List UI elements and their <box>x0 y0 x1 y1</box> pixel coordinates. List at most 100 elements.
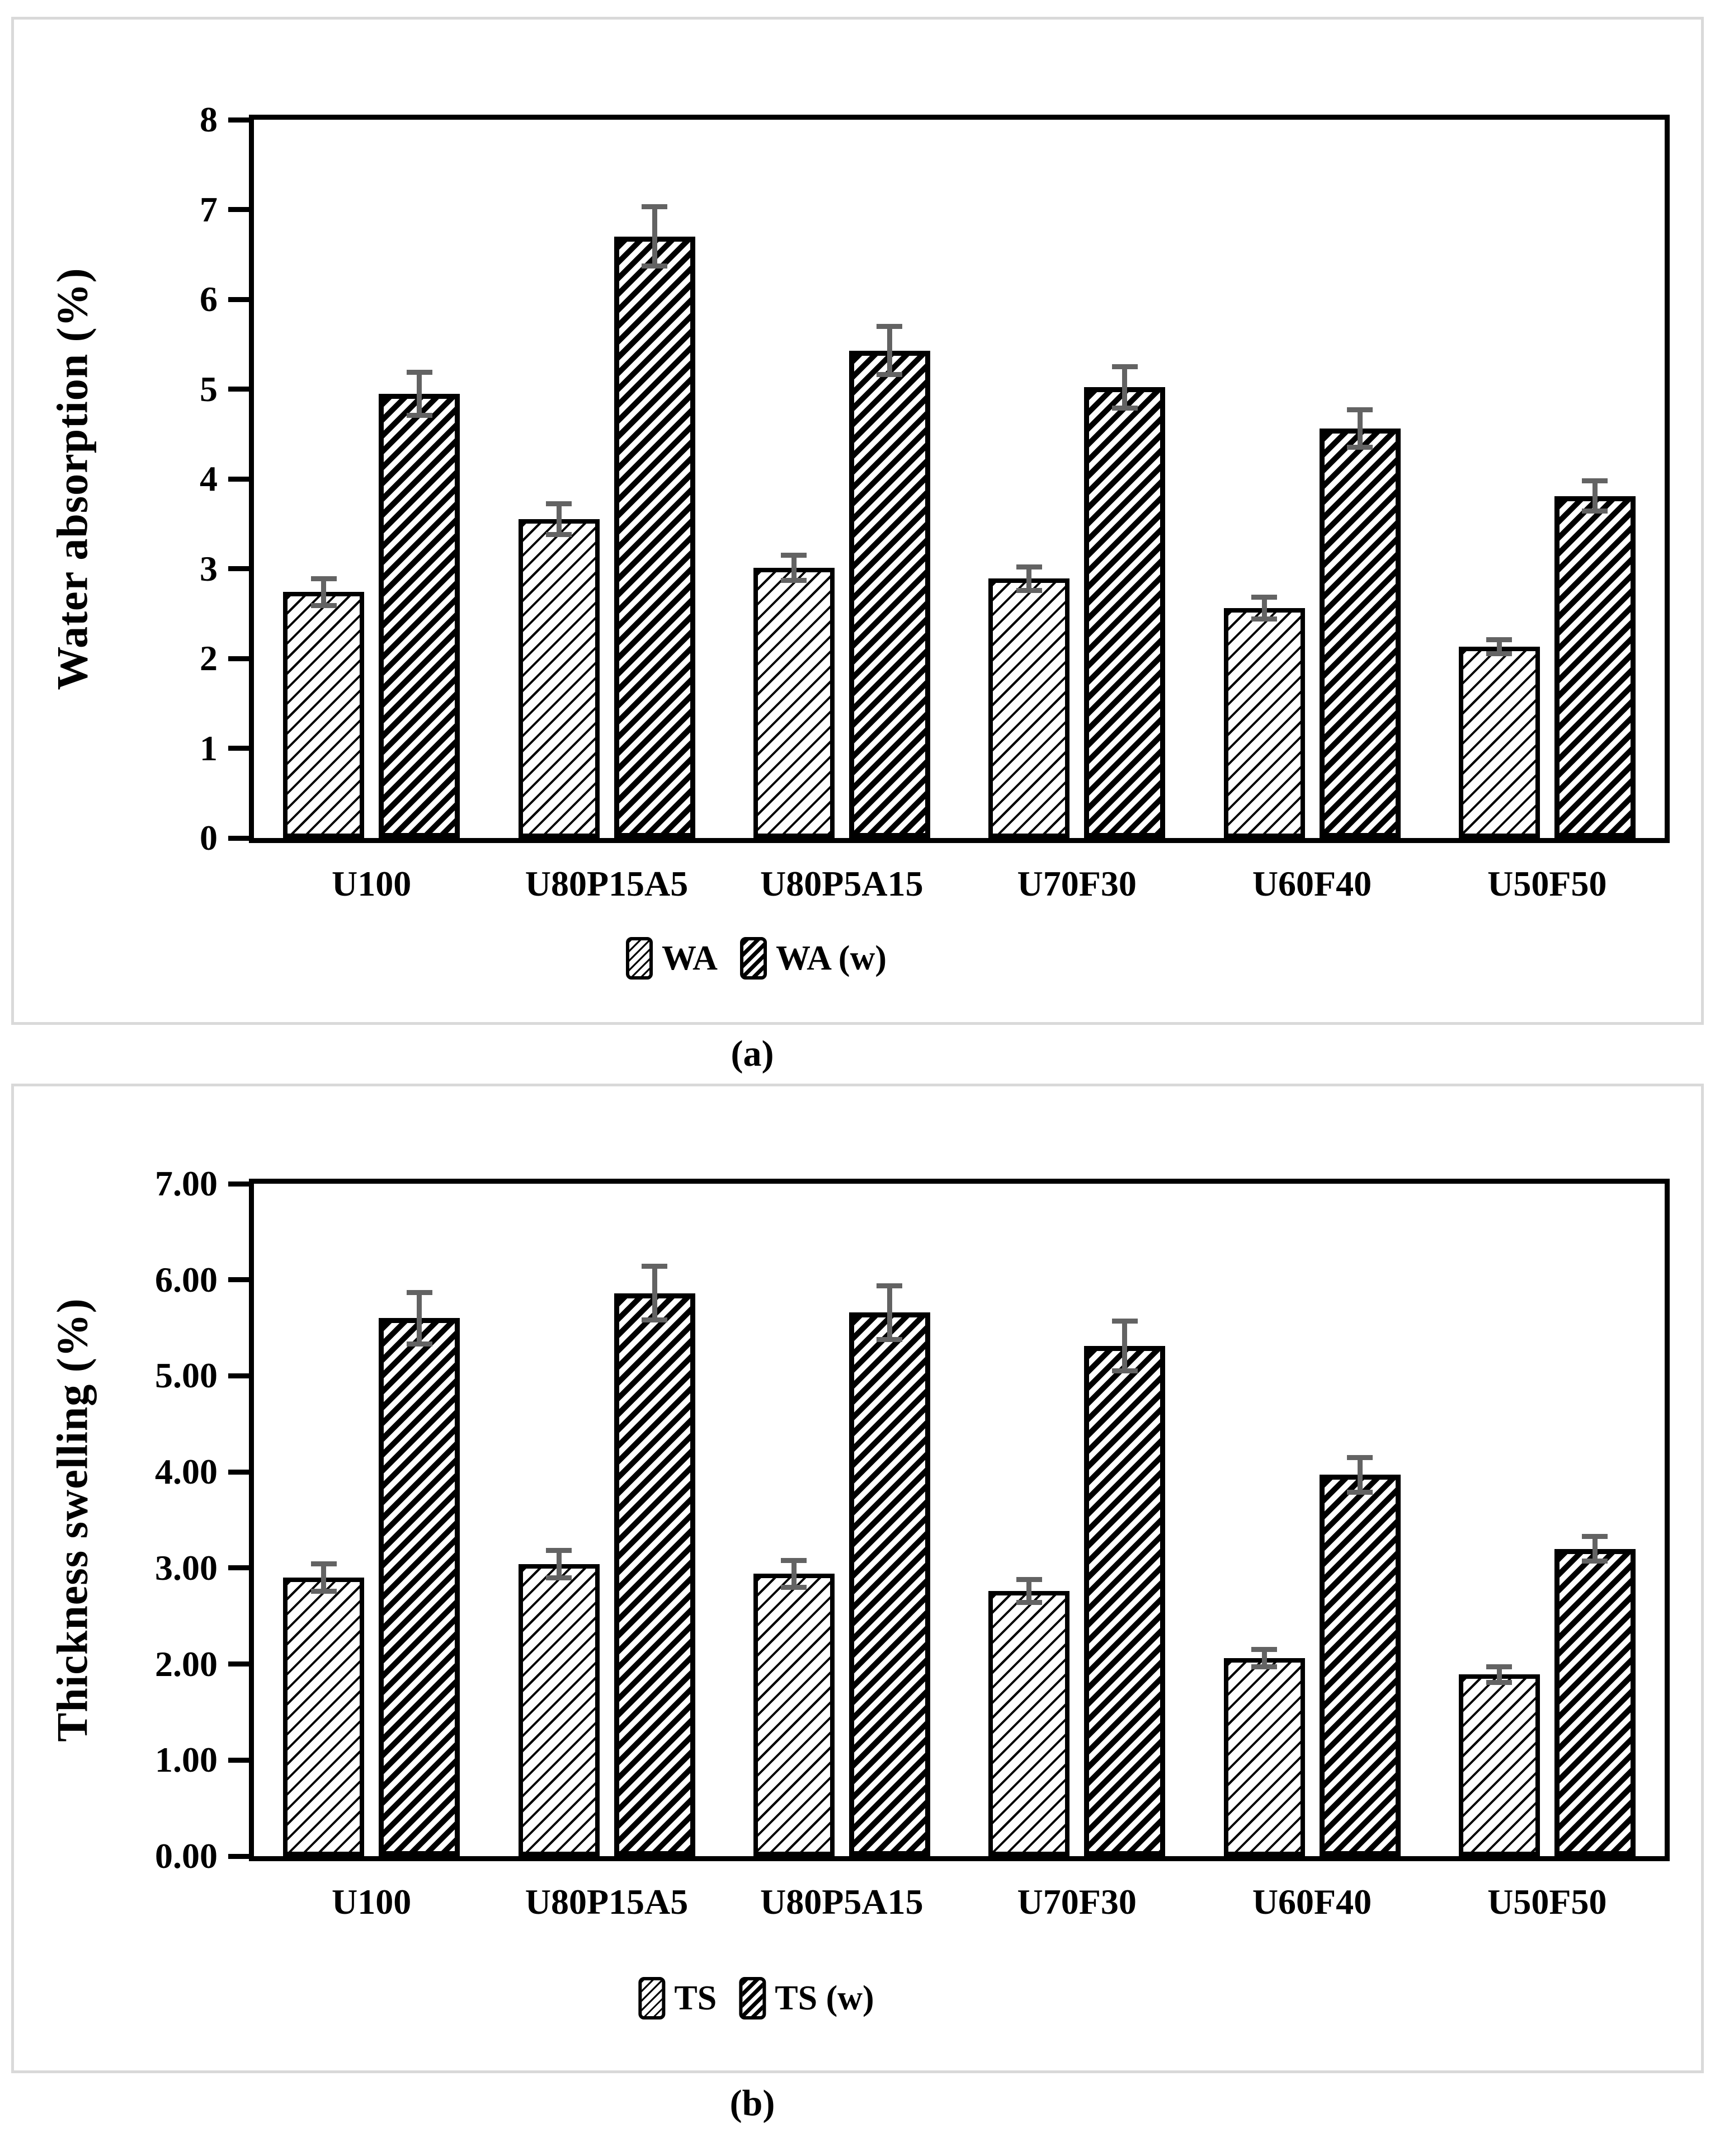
caption-b: (b) <box>729 2083 775 2124</box>
error-bar-cap <box>1582 509 1608 514</box>
error-bar <box>887 1286 892 1340</box>
x-axis-category-label: U100 <box>332 1882 412 1922</box>
x-axis-category-label: U80P5A15 <box>760 864 924 903</box>
error-bar <box>1357 409 1363 448</box>
error-bar <box>1592 481 1598 511</box>
error-bar-cap <box>1582 1533 1608 1539</box>
error-bar <box>321 1564 327 1592</box>
bar-wa-w-u70f30 <box>1084 387 1166 838</box>
error-bar-cap <box>310 576 337 581</box>
bar-wa-u50f50 <box>1458 647 1540 838</box>
error-bar-cap <box>1486 1679 1513 1685</box>
legend-item-ts: TS <box>638 1977 717 2020</box>
y-axis-tick <box>228 1181 249 1187</box>
error-bar-cap <box>1251 1664 1277 1670</box>
y-axis-tick-label: 4 <box>200 459 218 498</box>
bar-ts-u50f50 <box>1458 1674 1540 1856</box>
y-axis-tick <box>228 566 249 571</box>
error-bar-cap <box>1251 595 1277 600</box>
bar-ts-w-u50f50 <box>1554 1548 1636 1856</box>
x-axis-category-label: U50F50 <box>1487 1882 1607 1922</box>
error-bar-cap <box>877 1283 903 1288</box>
x-axis-category-label: U80P15A5 <box>525 864 689 903</box>
error-bar-cap <box>877 372 903 378</box>
plot-area-b: 0.00 1.00 2.00 3.00 4.00 5.00 6.00 7.00 U100 U80P… <box>155 1164 1670 1922</box>
legend-label-ts: TS <box>674 1979 717 2017</box>
error-bar-cap <box>1016 1576 1042 1582</box>
error-bar-cap <box>1016 587 1042 593</box>
y-axis-tick <box>228 1565 249 1571</box>
bar-wa-u80p15a5 <box>518 519 600 838</box>
error-bar-cap <box>1251 1647 1277 1653</box>
legend-label-ts-w: TS (w) <box>775 1979 874 2017</box>
plot-area-a: 0 1 2 3 4 5 6 7 8 U100 U80P15A5 U80P5A15 U70F30 U60F4… <box>200 100 1670 903</box>
y-axis-tick <box>228 296 249 302</box>
y-axis-tick-label: 3.00 <box>155 1547 218 1588</box>
error-bar-cap <box>1111 1368 1138 1374</box>
error-bar <box>1357 1457 1363 1493</box>
error-bar-cap <box>877 323 903 329</box>
legend-label-wa: WA <box>662 939 718 977</box>
y-axis-tick <box>228 746 249 751</box>
error-bar-cap <box>406 369 432 375</box>
y-axis-tick-label: 4.00 <box>155 1452 218 1492</box>
bar-ts-u70f30 <box>988 1591 1070 1856</box>
error-bar-cap <box>1251 616 1277 622</box>
x-axis-category-label: U80P5A15 <box>760 1882 924 1922</box>
error-bar <box>1026 567 1032 590</box>
bar-ts-u100 <box>283 1578 365 1856</box>
error-bar-cap <box>1347 445 1373 450</box>
x-axis-category-label: U60F40 <box>1252 864 1372 903</box>
y-axis-tick-label: 2 <box>200 638 218 678</box>
error-bar-cap <box>1582 478 1608 483</box>
error-bar <box>791 555 797 581</box>
error-bar-cap <box>1111 364 1138 369</box>
bar-wa-u80p5a15 <box>753 567 835 838</box>
x-axis-category-label: U50F50 <box>1487 864 1607 903</box>
y-axis-tick-label: 3 <box>200 548 218 589</box>
error-bar-cap <box>310 1561 337 1567</box>
legend-item-ts-w: TS (w) <box>739 1977 874 2020</box>
error-bar <box>791 1560 797 1588</box>
legend-swatch-ts-icon <box>638 1977 666 2020</box>
error-bar-cap <box>1486 651 1513 657</box>
y-axis-tick-label: 6 <box>200 279 218 319</box>
error-bar-cap <box>1347 1489 1373 1495</box>
error-bar-cap <box>781 577 807 583</box>
legend-swatch-ts-w-icon <box>739 1977 766 2020</box>
bar-wa-u60f40 <box>1223 608 1305 838</box>
y-axis-tick-label: 1.00 <box>155 1740 218 1780</box>
y-axis-tick-label: 6.00 <box>155 1259 218 1300</box>
legend-item-wa: WA <box>626 937 718 980</box>
error-bar-cap <box>781 1557 807 1563</box>
y-axis-tick <box>228 835 249 841</box>
y-axis-tick <box>228 387 249 392</box>
error-bar <box>1592 1536 1598 1561</box>
error-bar <box>1122 366 1128 408</box>
error-bar-cap <box>1486 1664 1513 1670</box>
bar-ts-w-u80p15a5 <box>614 1293 695 1856</box>
error-bar-cap <box>1016 564 1042 569</box>
error-bar <box>1496 639 1502 654</box>
error-bar-cap <box>642 1317 667 1323</box>
y-axis-tick-label: 0 <box>200 818 218 858</box>
error-bar-cap <box>642 1264 667 1269</box>
bar-wa-w-u80p15a5 <box>614 236 695 838</box>
x-axis-category-label: U60F40 <box>1252 1882 1372 1922</box>
bar-ts-w-u60f40 <box>1319 1475 1401 1856</box>
error-bar-cap <box>1347 1454 1373 1460</box>
error-bar <box>417 372 422 416</box>
bar-wa-u100 <box>283 592 365 838</box>
y-axis-tick <box>228 1277 249 1283</box>
legend-swatch-wa-icon <box>626 937 653 980</box>
error-bar <box>1026 1579 1032 1603</box>
y-axis-tick-label: 8 <box>200 100 218 139</box>
y-axis-tick-label: 5 <box>200 369 218 409</box>
error-bar <box>1496 1667 1502 1683</box>
bar-wa-w-u100 <box>379 393 460 838</box>
error-bar <box>1261 1649 1267 1667</box>
y-axis-tick <box>228 1373 249 1378</box>
error-bar <box>321 578 327 606</box>
error-bar <box>417 1292 422 1344</box>
error-bar-cap <box>546 501 572 507</box>
